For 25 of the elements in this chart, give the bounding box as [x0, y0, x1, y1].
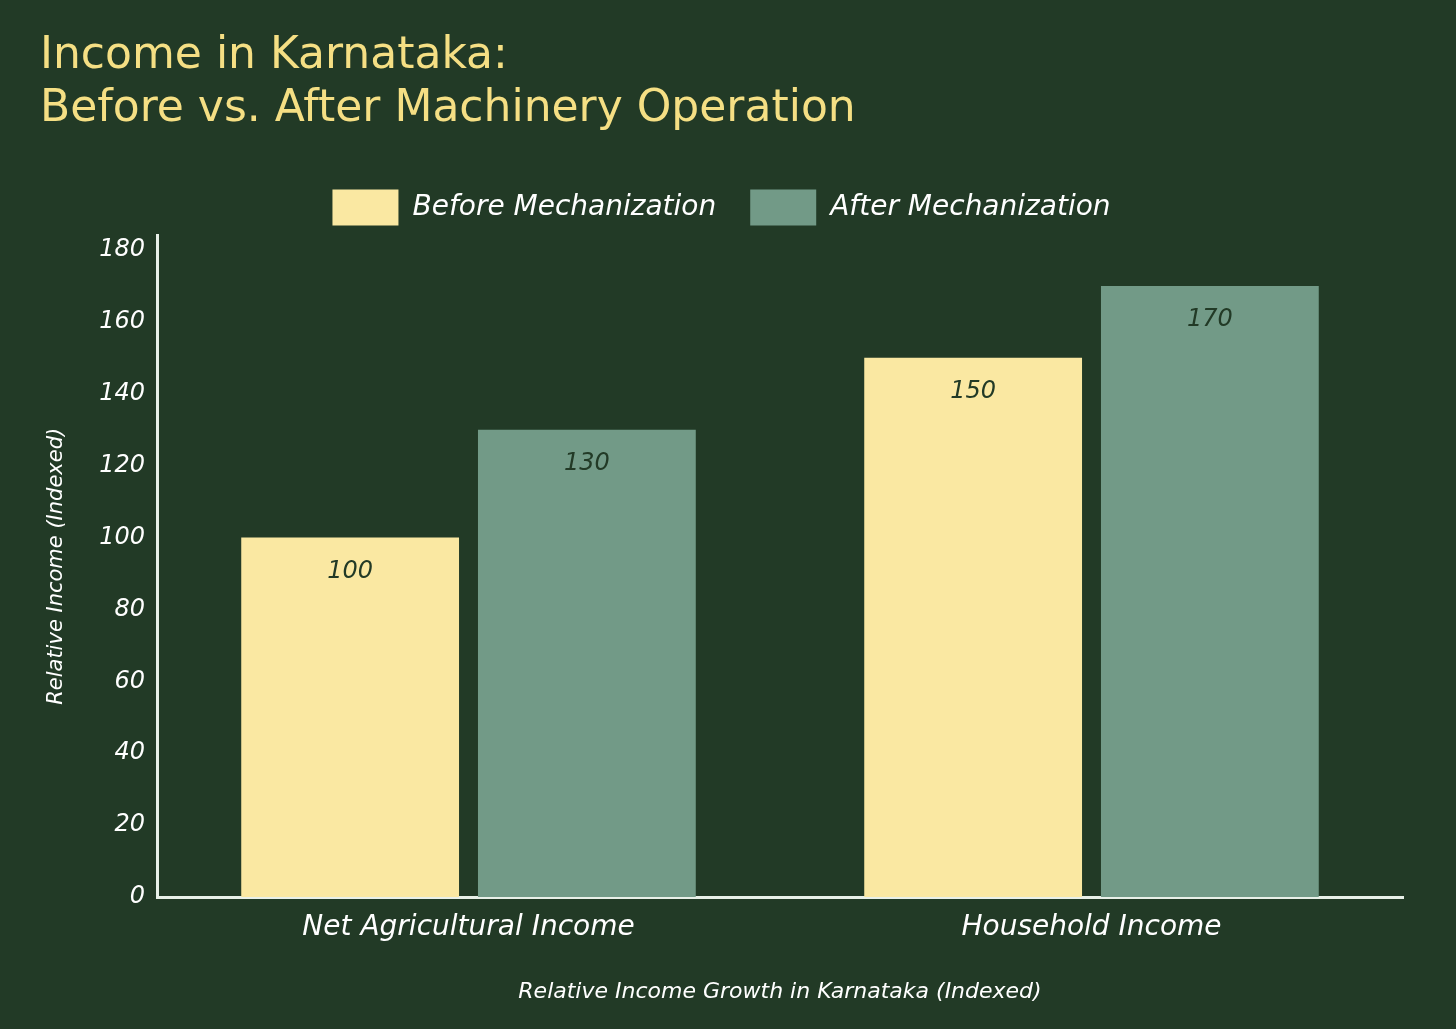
y-axis-title: Relative Income (Indexed)	[43, 427, 68, 705]
bar	[864, 357, 1083, 897]
bar	[241, 537, 460, 897]
data-label: 150	[950, 376, 997, 405]
legend-label: Before Mechanization	[412, 188, 717, 222]
bar	[477, 429, 696, 897]
legend-label: After Mechanization	[828, 188, 1111, 222]
x-tick-label: Household Income	[961, 909, 1222, 943]
y-tick-label: 140	[99, 378, 146, 406]
y-tick-label: 80	[114, 593, 146, 622]
y-tick-label: 160	[99, 306, 146, 335]
y-tick-label: 120	[99, 449, 146, 478]
x-axis-title: Relative Income Growth in Karnataka (Indexed)	[518, 977, 1042, 1003]
y-tick-label: 40	[114, 737, 146, 766]
data-label: 170	[1186, 304, 1233, 333]
x-tick-label: Net Agricultural Income	[302, 909, 635, 943]
y-tick-label: 60	[114, 665, 146, 694]
bar	[1100, 285, 1319, 897]
y-tick-label: 100	[99, 521, 146, 550]
y-tick-label: 180	[99, 234, 146, 263]
chart-title: Income in Karnataka: Before vs. After Machinery Operation	[40, 26, 856, 131]
y-tick-label: 0	[129, 881, 146, 910]
data-label: 100	[327, 555, 374, 584]
data-label: 130	[563, 447, 610, 476]
y-tick-label: 20	[114, 809, 146, 838]
